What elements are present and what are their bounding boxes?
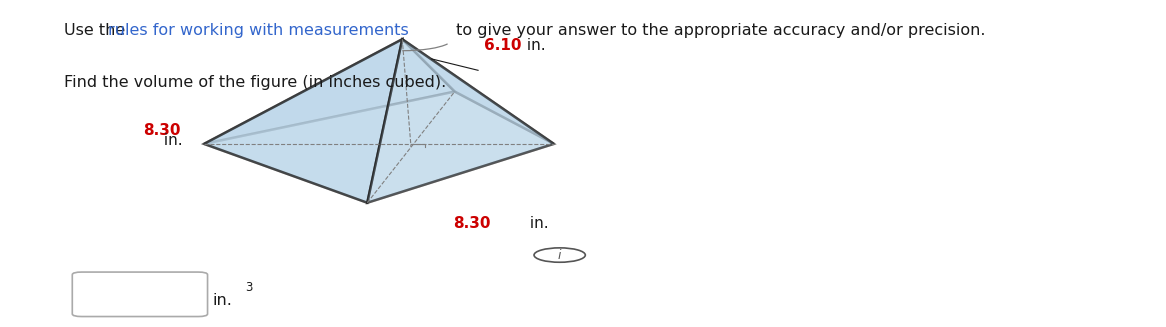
Text: 6.10: 6.10 <box>484 38 521 53</box>
Text: rules for working with measurements: rules for working with measurements <box>108 23 409 38</box>
Polygon shape <box>402 39 554 144</box>
FancyBboxPatch shape <box>72 272 208 317</box>
Text: in.: in. <box>160 133 183 148</box>
Text: Find the volume of the figure (in inches cubed).: Find the volume of the figure (in inches… <box>64 75 447 90</box>
Polygon shape <box>204 92 554 203</box>
Text: Use the: Use the <box>64 23 131 38</box>
Polygon shape <box>204 39 455 144</box>
Text: in.: in. <box>522 38 546 53</box>
Text: to give your answer to the appropriate accuracy and/or precision.: to give your answer to the appropriate a… <box>451 23 985 38</box>
Text: i: i <box>557 249 562 262</box>
Polygon shape <box>367 39 554 203</box>
Text: 3: 3 <box>245 281 252 294</box>
Text: in.: in. <box>212 293 232 308</box>
Text: in.: in. <box>525 216 548 231</box>
Polygon shape <box>204 39 402 203</box>
Text: 8.30: 8.30 <box>454 216 491 231</box>
Text: 8.30: 8.30 <box>143 123 181 138</box>
